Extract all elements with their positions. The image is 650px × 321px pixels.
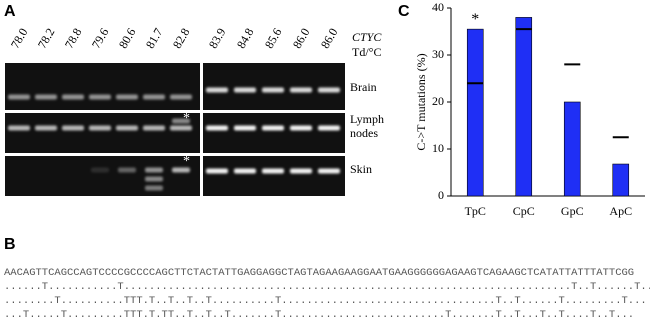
gel-band bbox=[234, 87, 256, 93]
temperature-label: 78.0 bbox=[8, 26, 31, 51]
y-tick-label: 40 bbox=[432, 0, 444, 14]
gel-band bbox=[172, 118, 190, 124]
gel-band bbox=[206, 87, 228, 93]
gel-band bbox=[8, 94, 30, 100]
gel-band bbox=[35, 94, 57, 100]
gel-band bbox=[145, 167, 163, 173]
temperature-label: 80.6 bbox=[116, 26, 139, 51]
gel-band bbox=[8, 125, 30, 131]
gel-band bbox=[143, 125, 165, 131]
gel-band bbox=[262, 168, 284, 174]
gel-band bbox=[234, 125, 256, 131]
gel-band bbox=[145, 185, 163, 191]
gel-divider bbox=[5, 110, 345, 113]
x-tick-label: GpC bbox=[561, 204, 584, 218]
temperature-label: 85.6 bbox=[262, 26, 285, 51]
y-tick-label: 20 bbox=[432, 94, 444, 108]
temperature-label: 78.8 bbox=[62, 26, 85, 51]
sequence: AACAGTTCAGCCAGTCCCCGCCCCAGCTTCTACTATTGAG… bbox=[4, 267, 634, 279]
sequence: ........T..........TTT.T..T..T..T.......… bbox=[4, 295, 647, 307]
gel-band bbox=[118, 167, 136, 173]
temperature-label: 86.0 bbox=[318, 26, 341, 51]
gel-band bbox=[145, 176, 163, 182]
y-tick-label: 0 bbox=[438, 188, 444, 202]
gel-band bbox=[262, 87, 284, 93]
gel-band bbox=[62, 94, 84, 100]
asterisk: * bbox=[183, 154, 190, 169]
asterisk: * bbox=[183, 111, 190, 126]
gel-band bbox=[206, 125, 228, 131]
bar bbox=[466, 28, 484, 197]
temperature-label: 83.9 bbox=[206, 26, 229, 51]
gel-band bbox=[206, 168, 228, 174]
gel-band bbox=[318, 125, 340, 131]
y-axis-label: C->T mutations (%) bbox=[414, 53, 428, 150]
temperature-label: 81.7 bbox=[143, 26, 166, 51]
gel-band bbox=[89, 94, 111, 100]
bar bbox=[563, 101, 581, 197]
gel-band bbox=[262, 125, 284, 131]
sequence: ......T...........T.....................… bbox=[4, 281, 650, 293]
panel-label: B bbox=[4, 236, 16, 253]
gene-label: CTYC bbox=[352, 30, 382, 44]
gel-band bbox=[89, 125, 111, 131]
row-label-line: nodes bbox=[350, 126, 378, 140]
gel-band bbox=[143, 94, 165, 100]
bar bbox=[515, 17, 533, 197]
row-label: Brain bbox=[350, 80, 377, 94]
x-tick-label: TpC bbox=[465, 204, 486, 218]
row-label-line: Brain bbox=[350, 80, 377, 94]
temperature-label: 86.0 bbox=[290, 26, 313, 51]
temperature-label: 79.6 bbox=[89, 26, 112, 51]
gel-band bbox=[170, 125, 192, 131]
y-tick-label: 10 bbox=[432, 141, 444, 155]
temperature-label: 82.8 bbox=[170, 26, 193, 51]
bar bbox=[612, 163, 630, 197]
row-label-line: Skin bbox=[350, 162, 372, 176]
gel-band bbox=[172, 167, 190, 173]
gel-band bbox=[290, 125, 312, 131]
gel-band bbox=[170, 94, 192, 100]
temperature-label: 84.8 bbox=[234, 26, 257, 51]
y-tick-label: 30 bbox=[432, 47, 444, 61]
gel-band bbox=[290, 87, 312, 93]
gel-band bbox=[290, 168, 312, 174]
temperature-label: 78.2 bbox=[35, 26, 58, 51]
panel-label: C bbox=[398, 3, 410, 20]
row-label-line: Lymph bbox=[350, 112, 384, 126]
x-tick-label: CpC bbox=[513, 204, 535, 218]
row-label: Lymph nodes bbox=[350, 112, 384, 140]
gel-band bbox=[91, 167, 109, 173]
gel-divider bbox=[5, 153, 345, 156]
unit-label: Td/°C bbox=[352, 45, 381, 59]
gel-band bbox=[35, 125, 57, 131]
annotation: * bbox=[471, 11, 479, 28]
gel-band bbox=[318, 87, 340, 93]
gel-band bbox=[234, 168, 256, 174]
panel-label: A bbox=[4, 3, 16, 20]
row-label: Skin bbox=[350, 162, 372, 176]
sequence: ...T.....T.........TTT.T.TT..T..T..T....… bbox=[4, 309, 634, 321]
gel-band bbox=[318, 168, 340, 174]
x-tick-label: ApC bbox=[609, 204, 632, 218]
gel-band bbox=[116, 125, 138, 131]
gel-band bbox=[116, 94, 138, 100]
gel-band bbox=[62, 125, 84, 131]
